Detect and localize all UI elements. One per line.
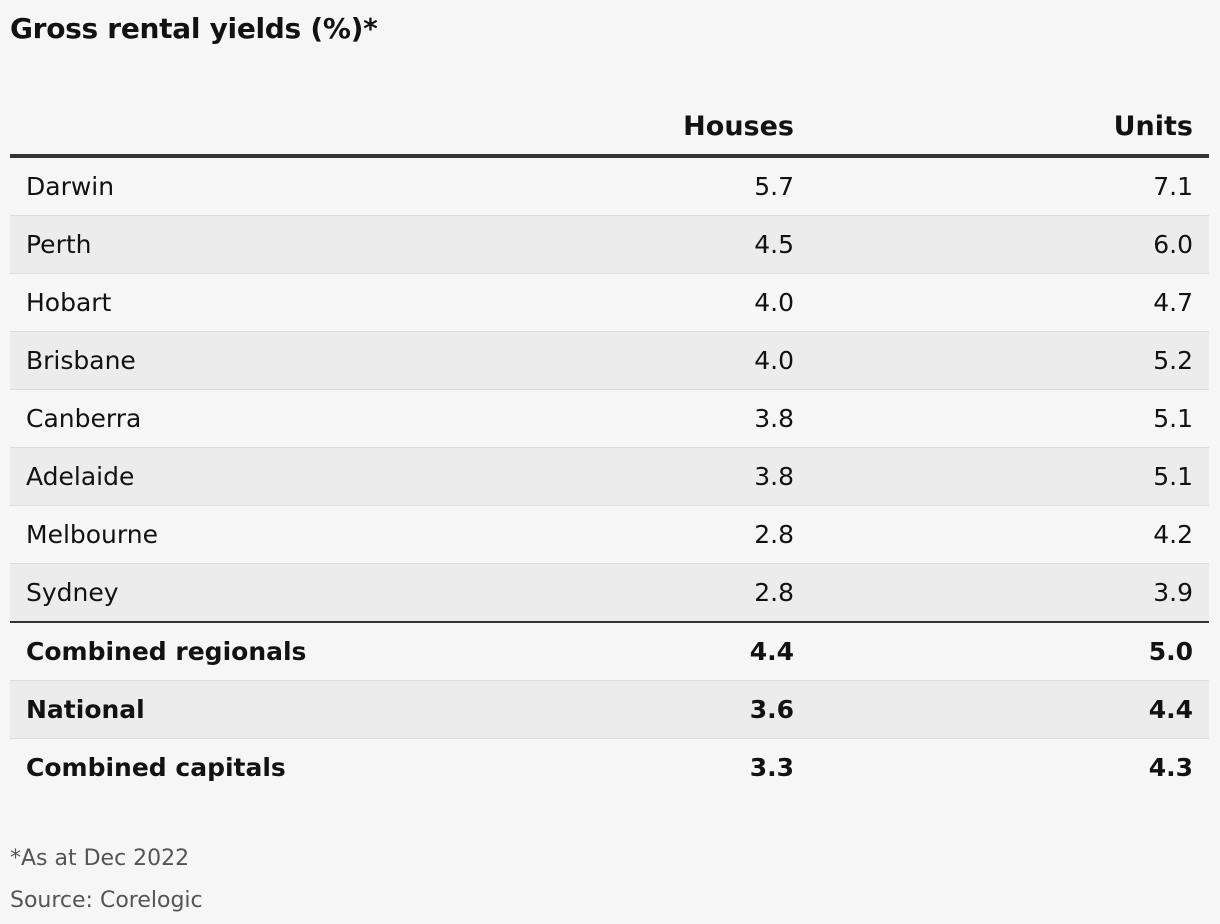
- row-name: Combined regionals: [10, 622, 490, 681]
- table-row: Perth 4.5 6.0: [10, 215, 1209, 274]
- houses-value: 2.8: [490, 563, 810, 623]
- houses-value: 3.3: [490, 738, 810, 796]
- table-row: Darwin 5.7 7.1: [10, 156, 1209, 216]
- row-name: Canberra: [10, 389, 490, 448]
- row-name: Combined capitals: [10, 738, 490, 796]
- table-row: Adelaide 3.8 5.1: [10, 447, 1209, 506]
- row-name: Hobart: [10, 273, 490, 332]
- units-value: 4.3: [810, 738, 1209, 796]
- summary-row: National 3.6 4.4: [10, 680, 1209, 739]
- houses-value: 3.8: [490, 389, 810, 448]
- header-name: [10, 98, 490, 158]
- houses-value: 3.8: [490, 447, 810, 506]
- row-name: Sydney: [10, 563, 490, 623]
- units-value: 5.1: [810, 389, 1209, 448]
- table-header-row: Houses Units: [10, 98, 1209, 158]
- footnote: *As at Dec 2022: [10, 846, 190, 871]
- row-name: Perth: [10, 215, 490, 274]
- chart-title: Gross rental yields (%)*: [10, 12, 378, 45]
- units-value: 6.0: [810, 215, 1209, 274]
- row-name: Brisbane: [10, 331, 490, 390]
- row-name: Darwin: [10, 156, 490, 216]
- yields-table: Houses Units Darwin 5.7 7.1 Perth 4.5 6.…: [10, 98, 1209, 796]
- table-row: Brisbane 4.0 5.2: [10, 331, 1209, 390]
- table-row: Melbourne 2.8 4.2: [10, 505, 1209, 564]
- houses-value: 4.4: [490, 622, 810, 681]
- summary-row: Combined regionals 4.4 5.0: [10, 622, 1209, 681]
- header-units: Units: [810, 98, 1209, 158]
- houses-value: 5.7: [490, 156, 810, 216]
- table-row: Hobart 4.0 4.7: [10, 273, 1209, 332]
- table-row: Canberra 3.8 5.1: [10, 389, 1209, 448]
- units-value: 5.1: [810, 447, 1209, 506]
- units-value: 4.2: [810, 505, 1209, 564]
- table-row: Sydney 2.8 3.9: [10, 563, 1209, 623]
- chart-notes: *As at Dec 2022 Source: Corelogic: [10, 838, 203, 922]
- header-houses: Houses: [490, 98, 810, 158]
- houses-value: 4.0: [490, 331, 810, 390]
- units-value: 7.1: [810, 156, 1209, 216]
- row-name: Melbourne: [10, 505, 490, 564]
- houses-value: 3.6: [490, 680, 810, 739]
- row-name: National: [10, 680, 490, 739]
- units-value: 5.0: [810, 622, 1209, 681]
- row-name: Adelaide: [10, 447, 490, 506]
- houses-value: 2.8: [490, 505, 810, 564]
- summary-row: Combined capitals 3.3 4.3: [10, 738, 1209, 796]
- houses-value: 4.5: [490, 215, 810, 274]
- source-note: Source: Corelogic: [10, 888, 203, 913]
- units-value: 4.7: [810, 273, 1209, 332]
- units-value: 3.9: [810, 563, 1209, 623]
- units-value: 4.4: [810, 680, 1209, 739]
- houses-value: 4.0: [490, 273, 810, 332]
- units-value: 5.2: [810, 331, 1209, 390]
